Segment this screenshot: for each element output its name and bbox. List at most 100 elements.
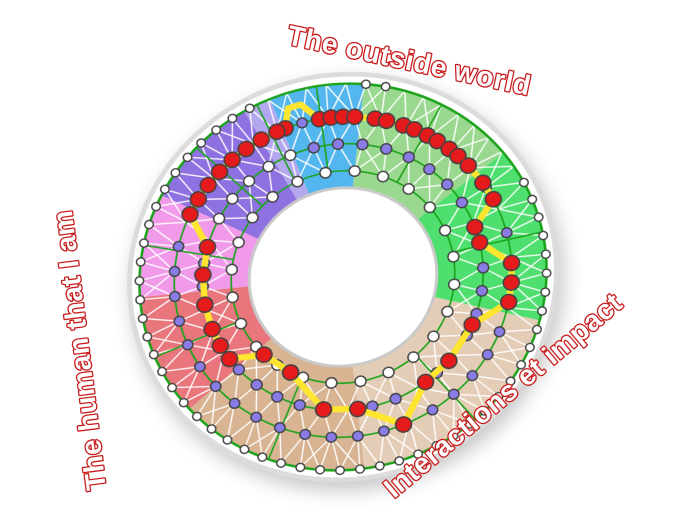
grid-node[interactable] xyxy=(382,366,396,379)
outer-node[interactable] xyxy=(144,219,155,230)
selected-node[interactable] xyxy=(377,111,397,130)
selected-node[interactable] xyxy=(202,320,222,339)
grid-node[interactable] xyxy=(296,117,309,129)
selected-node[interactable] xyxy=(465,218,485,237)
grid-node[interactable] xyxy=(168,290,181,303)
selected-node[interactable] xyxy=(314,400,334,419)
grid-node[interactable] xyxy=(168,265,181,278)
grid-node[interactable] xyxy=(500,227,513,239)
grid-node[interactable] xyxy=(209,380,222,392)
grid-node[interactable] xyxy=(423,201,437,214)
grid-node[interactable] xyxy=(232,236,246,249)
selected-node[interactable] xyxy=(211,336,231,355)
outer-node[interactable] xyxy=(394,456,405,466)
grid-node[interactable] xyxy=(262,160,276,173)
grid-node[interactable] xyxy=(226,291,240,304)
grid-node[interactable] xyxy=(427,330,441,343)
grid-node[interactable] xyxy=(299,428,312,441)
outer-node[interactable] xyxy=(493,391,504,402)
selected-node[interactable] xyxy=(198,176,218,195)
grid-node[interactable] xyxy=(246,211,260,224)
outer-node[interactable] xyxy=(531,324,543,335)
grid-node[interactable] xyxy=(351,430,364,442)
grid-node[interactable] xyxy=(194,360,207,373)
outer-node[interactable] xyxy=(196,138,207,148)
outer-node[interactable] xyxy=(516,359,527,370)
outer-node[interactable] xyxy=(227,113,238,124)
outer-node[interactable] xyxy=(448,430,459,441)
outer-node[interactable] xyxy=(178,397,189,408)
outer-node[interactable] xyxy=(159,184,171,195)
outer-node[interactable] xyxy=(538,230,549,241)
selected-node[interactable] xyxy=(416,372,436,391)
selected-node[interactable] xyxy=(180,205,200,224)
grid-node[interactable] xyxy=(291,175,305,188)
outer-node[interactable] xyxy=(134,276,145,286)
grid-node[interactable] xyxy=(228,397,241,409)
outer-node[interactable] xyxy=(157,366,168,377)
grid-node[interactable] xyxy=(356,138,370,151)
outer-node[interactable] xyxy=(540,287,551,297)
grid-node[interactable] xyxy=(212,212,226,225)
grid-node[interactable] xyxy=(441,305,455,318)
outer-node[interactable] xyxy=(295,462,306,473)
grid-node[interactable] xyxy=(379,142,393,155)
outer-node[interactable] xyxy=(540,249,552,259)
grid-node[interactable] xyxy=(447,250,461,263)
selected-node[interactable] xyxy=(439,351,459,370)
grid-node[interactable] xyxy=(250,378,264,391)
grid-node[interactable] xyxy=(476,261,490,274)
grid-node[interactable] xyxy=(273,421,286,434)
selected-node[interactable] xyxy=(394,415,414,434)
selected-node[interactable] xyxy=(220,350,240,369)
selected-node[interactable] xyxy=(188,190,208,209)
selected-node[interactable] xyxy=(502,273,522,292)
outer-node[interactable] xyxy=(244,103,255,114)
grid-node[interactable] xyxy=(447,388,460,400)
grid-node[interactable] xyxy=(250,411,263,423)
outer-node[interactable] xyxy=(222,435,233,445)
outer-node[interactable] xyxy=(137,313,148,324)
selected-node[interactable] xyxy=(470,233,490,252)
grid-node[interactable] xyxy=(325,376,339,389)
grid-node[interactable] xyxy=(402,151,416,164)
grid-node[interactable] xyxy=(307,141,321,154)
selected-node[interactable] xyxy=(345,107,365,126)
outer-node[interactable] xyxy=(360,79,372,89)
grid-node[interactable] xyxy=(378,425,391,437)
selected-node[interactable] xyxy=(502,253,522,272)
grid-node[interactable] xyxy=(284,149,298,162)
outer-node[interactable] xyxy=(524,342,536,353)
outer-node[interactable] xyxy=(276,458,287,468)
grid-node[interactable] xyxy=(438,224,452,237)
selected-node[interactable] xyxy=(254,345,274,364)
grid-node[interactable] xyxy=(226,192,240,205)
outer-node[interactable] xyxy=(479,406,491,416)
grid-node[interactable] xyxy=(389,392,403,405)
grid-node[interactable] xyxy=(234,317,248,330)
outer-node[interactable] xyxy=(354,464,366,474)
selected-node[interactable] xyxy=(193,265,213,284)
grid-node[interactable] xyxy=(423,163,437,176)
outer-node[interactable] xyxy=(135,295,146,305)
outer-node[interactable] xyxy=(464,419,476,429)
grid-node[interactable] xyxy=(354,375,368,388)
outer-node[interactable] xyxy=(170,168,181,178)
grid-node[interactable] xyxy=(232,363,246,376)
outer-node[interactable] xyxy=(135,257,146,267)
grid-node[interactable] xyxy=(331,138,345,151)
selected-node[interactable] xyxy=(348,399,368,418)
outer-node[interactable] xyxy=(257,452,268,462)
selected-node[interactable] xyxy=(462,315,482,334)
outer-node[interactable] xyxy=(374,461,385,471)
outer-node[interactable] xyxy=(413,449,424,459)
outer-node[interactable] xyxy=(138,238,150,248)
grid-node[interactable] xyxy=(407,351,421,364)
grid-node[interactable] xyxy=(181,339,194,351)
selected-node[interactable] xyxy=(236,139,256,158)
selected-node[interactable] xyxy=(195,295,215,314)
grid-node[interactable] xyxy=(376,170,390,183)
selected-node[interactable] xyxy=(458,156,478,175)
selected-node[interactable] xyxy=(251,130,271,149)
selected-node[interactable] xyxy=(473,173,493,192)
